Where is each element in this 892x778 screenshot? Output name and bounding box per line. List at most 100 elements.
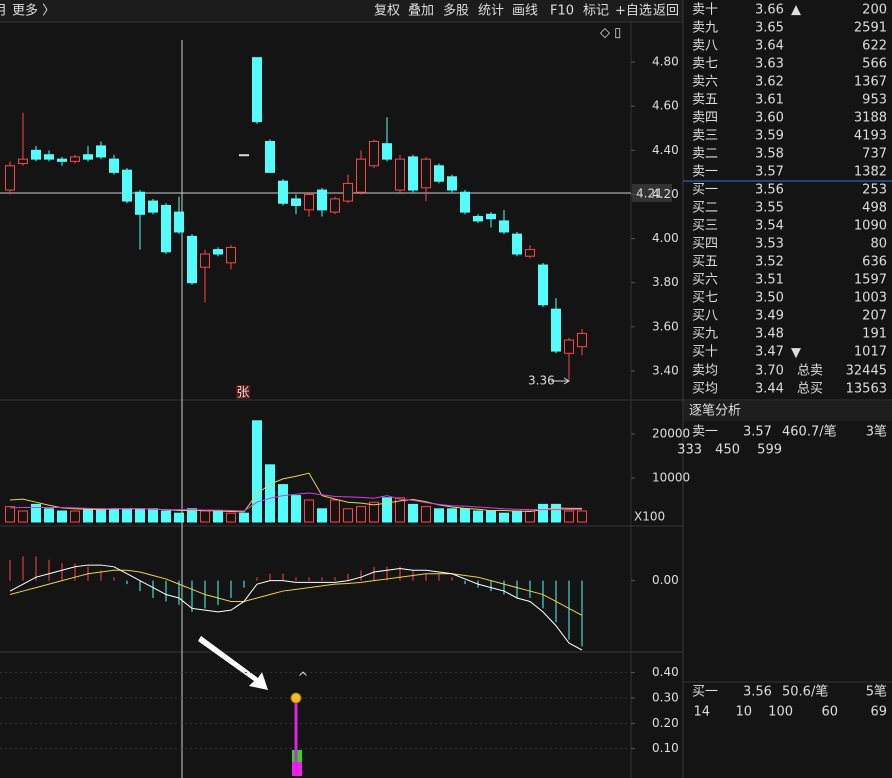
book-volume: 3188 <box>854 111 887 126</box>
book-price: 3.48 <box>755 327 784 342</box>
candle-body <box>473 216 483 222</box>
volume-bar <box>447 508 457 523</box>
y-tick-label: 0.00 <box>652 573 679 587</box>
toolbar-button[interactable]: 画线 <box>512 4 538 19</box>
book-label: 买十 <box>692 345 718 360</box>
summary-label: 卖均 <box>692 364 718 379</box>
y-tick-label: 0.40 <box>652 665 679 679</box>
candle-body <box>187 235 197 284</box>
candle-body <box>70 156 80 162</box>
candle-body <box>421 158 431 189</box>
analysis-avg: 50.6/笔 <box>782 684 828 700</box>
volume-bar <box>44 508 54 523</box>
candle-body <box>57 158 67 162</box>
analysis-order: 333 <box>677 443 702 458</box>
volume-bar <box>564 510 574 523</box>
toolbar-button[interactable]: 统计 <box>478 4 504 19</box>
summary-total: 32445 <box>846 364 887 379</box>
book-label: 买二 <box>692 201 718 216</box>
toolbar <box>0 0 683 22</box>
macd-dif <box>9 564 583 651</box>
y-tick-label: 10000 <box>652 471 690 485</box>
analysis-order: 14 <box>693 705 710 720</box>
candle-body <box>564 339 574 354</box>
volume-bar <box>174 512 184 523</box>
volume-bar <box>460 508 470 523</box>
candle-body <box>31 149 41 160</box>
summary-price: 3.70 <box>755 364 784 379</box>
volume-unit: X100 <box>634 510 665 524</box>
book-volume: 953 <box>862 93 887 108</box>
crosshair-label-box <box>632 184 672 202</box>
candle-body <box>213 249 223 255</box>
icon[interactable]: ◇ ▯ <box>600 26 621 41</box>
volume-bar <box>317 508 327 523</box>
book-price: 3.51 <box>755 273 784 288</box>
volume-bar <box>18 510 28 523</box>
book-volume: 4193 <box>854 129 887 144</box>
volume-bar <box>278 484 288 523</box>
book-volume: 191 <box>862 327 887 342</box>
candle-body <box>382 143 392 160</box>
book-volume: 253 <box>862 183 887 198</box>
volume-bar <box>382 497 392 523</box>
low-arrow-head <box>563 377 570 385</box>
analysis-count: 5笔 <box>866 684 887 700</box>
toolbar-button[interactable]: 多股 <box>443 3 469 19</box>
macd-dea <box>9 569 583 616</box>
toolbar-button[interactable]: 返回 <box>653 4 679 19</box>
candle-body <box>317 189 327 211</box>
volume-bar <box>5 506 15 523</box>
y-tick-label: 3.40 <box>652 363 679 377</box>
candle-body <box>109 158 119 173</box>
toolbar-button[interactable]: 标记 <box>583 4 609 19</box>
toolbar-button[interactable]: +自选 <box>615 4 652 19</box>
toolbar-button[interactable]: 复权 <box>374 3 400 19</box>
book-price: 3.47 <box>755 345 784 360</box>
book-price: 3.52 <box>755 255 784 270</box>
book-volume: 80 <box>870 237 887 252</box>
candle-body <box>304 193 314 211</box>
candle-body <box>551 308 561 352</box>
book-price: 3.61 <box>755 93 784 108</box>
book-volume: 2591 <box>854 21 887 36</box>
book-volume: 1382 <box>854 165 887 180</box>
volume-bar <box>252 420 262 523</box>
volume-bar <box>421 506 431 523</box>
candle-body <box>5 165 15 191</box>
volume-bar <box>304 499 314 523</box>
book-volume: 622 <box>862 39 887 54</box>
toolbar-button[interactable]: 叠加 <box>408 4 434 19</box>
candle-body <box>499 220 509 233</box>
book-label: 卖七 <box>692 57 718 72</box>
y-tick-label: 3.60 <box>652 319 679 333</box>
candle-body <box>577 332 587 348</box>
crosshair-label: 4.21 <box>636 187 663 201</box>
volume-bar <box>473 510 483 523</box>
volume-bar <box>356 506 366 523</box>
book-price: 3.54 <box>755 219 784 234</box>
toolbar-item[interactable]: 更多 〉 <box>12 3 55 19</box>
y-tick-label: 4.40 <box>652 143 679 157</box>
volume-bar <box>122 508 132 523</box>
volume-bar <box>239 512 249 523</box>
volume-bar <box>265 464 275 523</box>
volume-bar <box>226 512 236 523</box>
toolbar-button[interactable]: F10 <box>550 4 574 19</box>
book-price: 3.49 <box>755 309 784 324</box>
volume-bar <box>512 510 522 523</box>
summary-total: 13563 <box>846 382 887 397</box>
book-price: 3.62 <box>755 75 784 90</box>
toolbar-item[interactable]: 月 <box>0 4 7 19</box>
candle-body <box>18 158 28 165</box>
candle-body <box>369 140 379 167</box>
book-label: 买四 <box>692 237 718 252</box>
signal-dot <box>290 692 302 704</box>
volume-bar <box>434 508 444 523</box>
book-label: 买七 <box>692 291 718 306</box>
book-label: 买一 <box>692 183 718 198</box>
analysis-price: 3.57 <box>743 425 772 440</box>
y-tick-label: 0.10 <box>652 741 679 755</box>
book-label: 买九 <box>692 327 718 342</box>
volume-bar <box>109 508 119 523</box>
